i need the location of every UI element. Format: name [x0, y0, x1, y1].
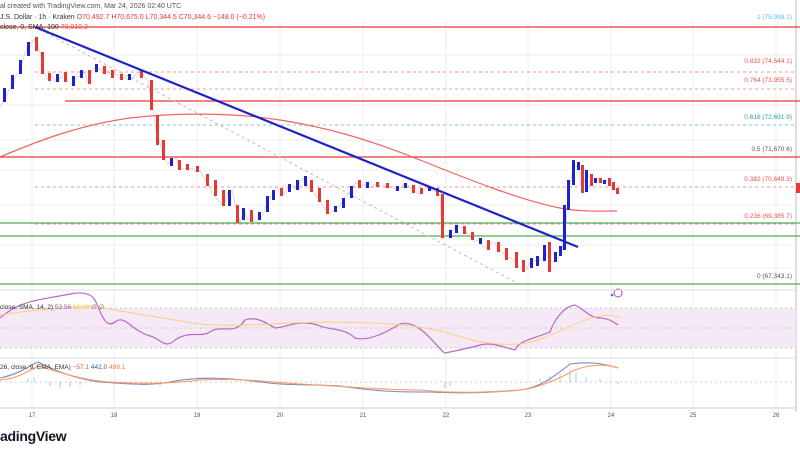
bearish-trend-line[interactable] [34, 25, 579, 249]
symbol-name[interactable]: J.S. Dollar · 1h · Kraken [0, 14, 75, 21]
macd-legend[interactable]: 26, close, 9, EMA, EMA) −57.1 442.0 499.… [0, 364, 125, 371]
rsi-line [0, 292, 619, 354]
x-tick: 26 [772, 413, 780, 419]
fib-label-0832: 0.832 (74,544.1) [744, 58, 792, 65]
created-with-label: al created with TradingView.com, Mar 24,… [0, 3, 182, 10]
x-tick: 20 [276, 413, 284, 419]
x-tick: 17 [28, 413, 36, 419]
macd-hist-value: −57.1 [72, 364, 90, 371]
rsi-band [0, 308, 796, 348]
ohlc-low: L70,344.5 [145, 14, 177, 21]
fib-trend-line[interactable] [34, 26, 516, 283]
macd-signal-value: 499.1 [108, 364, 126, 371]
macd-signal-line [0, 364, 619, 393]
x-tick: 18 [110, 413, 118, 419]
rsi-legend[interactable]: close, SMA, 14, 2) 53.56 61.24 ∅ ∅ [0, 303, 104, 311]
fib-label-0: 0 (67,343.1) [756, 273, 792, 280]
symbol-header: J.S. Dollar · 1h · Kraken O70,492.7 H70,… [0, 14, 265, 21]
candle-bodies [3, 37, 619, 272]
ma-label: close, 0, SMA, 100 [0, 24, 59, 31]
ma-value: 70,010.2 [60, 24, 88, 31]
sma-100-line [0, 113, 618, 212]
x-tick: 23 [524, 413, 532, 419]
ohlc-high: H70,675.0 [111, 14, 144, 21]
rsi-label: close, SMA, 14, 2) [0, 304, 54, 311]
price-marker [796, 183, 800, 193]
x-tick: 21 [359, 413, 367, 419]
rsi-sma-value: 61.24 [73, 304, 90, 311]
ohlc-close: C70,344.6 [178, 14, 211, 21]
x-tick: 19 [193, 413, 201, 419]
x-tick: 25 [689, 413, 697, 419]
grid-lines [0, 20, 795, 408]
fib-label-0236: 0.236 (69,385.7) [744, 213, 792, 220]
ohlc-open: O70,492.7 [76, 14, 110, 21]
rsi-value: 53.56 [54, 304, 72, 311]
ohlc-change: −148.0 (−0.21%) [212, 14, 266, 21]
x-tick: 22 [442, 413, 450, 419]
alert-icon[interactable] [610, 288, 623, 298]
fib-label-0618: 0.618 (72,691.9) [744, 114, 792, 121]
x-tick: 24 [607, 413, 615, 419]
macd-value: 442.0 [90, 364, 108, 371]
candlesticks [0, 37, 619, 271]
fib-label-0764: 0.764 (73,955.5) [744, 77, 792, 84]
fib-retracement[interactable] [35, 71, 795, 225]
fib-label-1: 1 (75,998.1) [756, 14, 792, 21]
tradingview-logo: adingView [0, 428, 67, 444]
ma-legend[interactable]: close, 0, SMA, 100 70,010.2 [0, 24, 88, 31]
resistance-lines[interactable] [0, 26, 800, 158]
rsi-extra: ∅ ∅ [91, 304, 105, 311]
support-lines[interactable] [0, 222, 800, 285]
fib-label-0382: 0.382 (70,649.3) [744, 176, 792, 183]
rsi-sma-line [0, 305, 621, 345]
fib-label-05: 0.5 (71,670.6) [751, 146, 792, 153]
macd-label: 26, close, 9, EMA, EMA) [0, 364, 71, 371]
